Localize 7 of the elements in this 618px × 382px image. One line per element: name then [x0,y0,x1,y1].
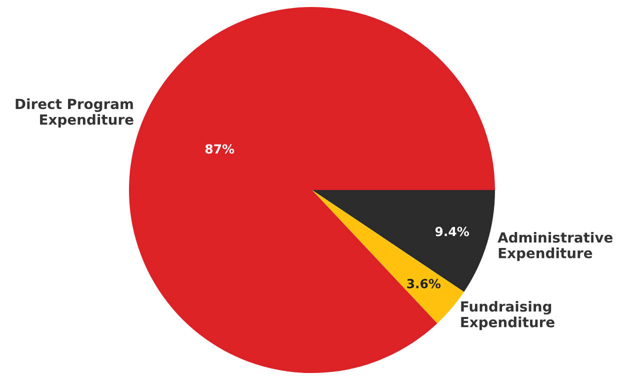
data-label: 3.6% [407,278,441,288]
slice-label: Direct Program Expenditure [16,98,134,128]
pie-slice [312,190,495,292]
slice-label: Fundraising Expenditure [461,300,554,330]
slice-label: Administrative Expenditure [498,232,612,261]
data-label: 9.4% [435,226,469,236]
data-label: 87% [205,144,234,154]
